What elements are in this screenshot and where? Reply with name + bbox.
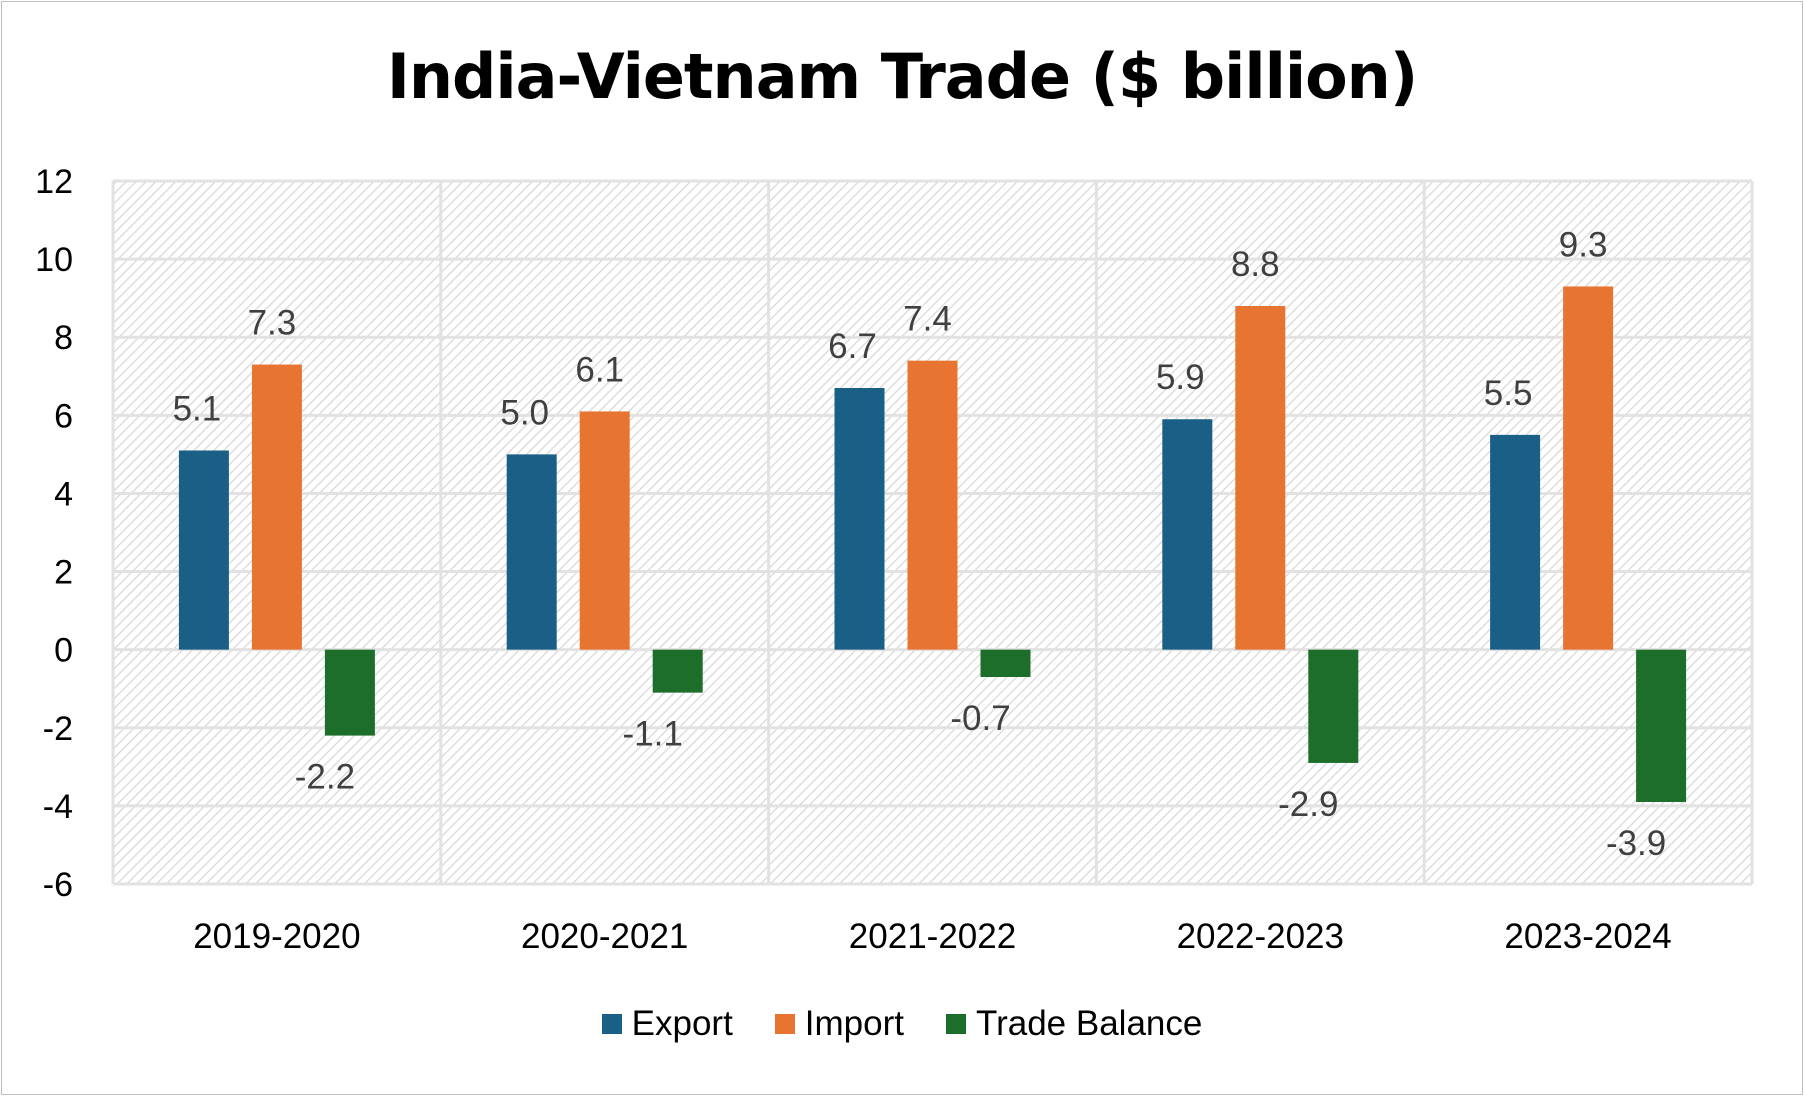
bar-trade-balance: [1636, 649, 1687, 802]
bar-export: [506, 454, 557, 650]
bar-trade-balance: [1308, 649, 1359, 763]
data-label: 5.9: [1156, 358, 1205, 397]
data-label: 8.8: [1231, 245, 1280, 284]
legend-item: Export: [601, 1004, 733, 1044]
bar-import: [251, 364, 302, 650]
data-label: -1.1: [623, 715, 683, 754]
data-label: 6.7: [828, 327, 877, 366]
bar-export: [178, 450, 229, 650]
legend-label: Trade Balance: [976, 1004, 1203, 1043]
y-tick-label: -6: [43, 866, 73, 904]
bar-import: [1563, 286, 1614, 650]
legend-swatch: [774, 1014, 795, 1034]
x-tick-label: 2020-2021: [521, 917, 688, 956]
y-tick-label: 0: [54, 632, 73, 670]
data-label: 9.3: [1559, 225, 1608, 264]
y-tick-label: 10: [35, 241, 73, 279]
bar-trade-balance: [324, 649, 375, 736]
bar-import: [579, 411, 630, 650]
data-label: 6.1: [575, 350, 624, 389]
bar-import: [907, 360, 958, 650]
x-tick-label: 2021-2022: [849, 917, 1016, 956]
y-tick-label: 12: [35, 163, 73, 201]
y-tick-label: 2: [54, 554, 73, 592]
y-tick-label: -4: [43, 788, 73, 826]
legend-label: Import: [804, 1004, 904, 1043]
data-label: -2.9: [1278, 785, 1338, 824]
data-label: 5.5: [1484, 374, 1533, 413]
x-tick-label: 2022-2023: [1177, 917, 1344, 956]
legend-swatch: [601, 1014, 622, 1034]
bar-export: [1162, 419, 1213, 650]
data-label: 7.4: [903, 300, 952, 339]
data-label: -3.9: [1606, 824, 1666, 863]
y-tick-label: -2: [43, 710, 73, 748]
legend-item: Import: [774, 1004, 904, 1044]
y-tick-label: 4: [54, 475, 73, 513]
data-label: 5.1: [173, 389, 222, 428]
bar-trade-balance: [652, 649, 703, 693]
legend-item: Trade Balance: [946, 1004, 1202, 1044]
bar-trade-balance: [980, 649, 1031, 678]
data-label: 5.0: [500, 393, 549, 432]
chart-title: India-Vietnam Trade ($ billion): [386, 40, 1418, 113]
data-label: 7.3: [248, 304, 297, 343]
bar-import: [1235, 305, 1286, 650]
y-tick-label: 8: [54, 319, 73, 357]
data-label: -2.2: [295, 758, 355, 797]
x-tick-label: 2019-2020: [193, 917, 360, 956]
bar-export: [834, 387, 885, 650]
legend-swatch: [946, 1014, 966, 1034]
chart-legend: Export Import Trade Balance: [0, 1004, 1804, 1044]
legend-label: Export: [631, 1004, 733, 1043]
data-label: -0.7: [950, 699, 1010, 738]
x-tick-label: 2023-2024: [1504, 917, 1671, 956]
bar-export: [1490, 434, 1541, 650]
y-tick-label: 6: [54, 397, 73, 435]
